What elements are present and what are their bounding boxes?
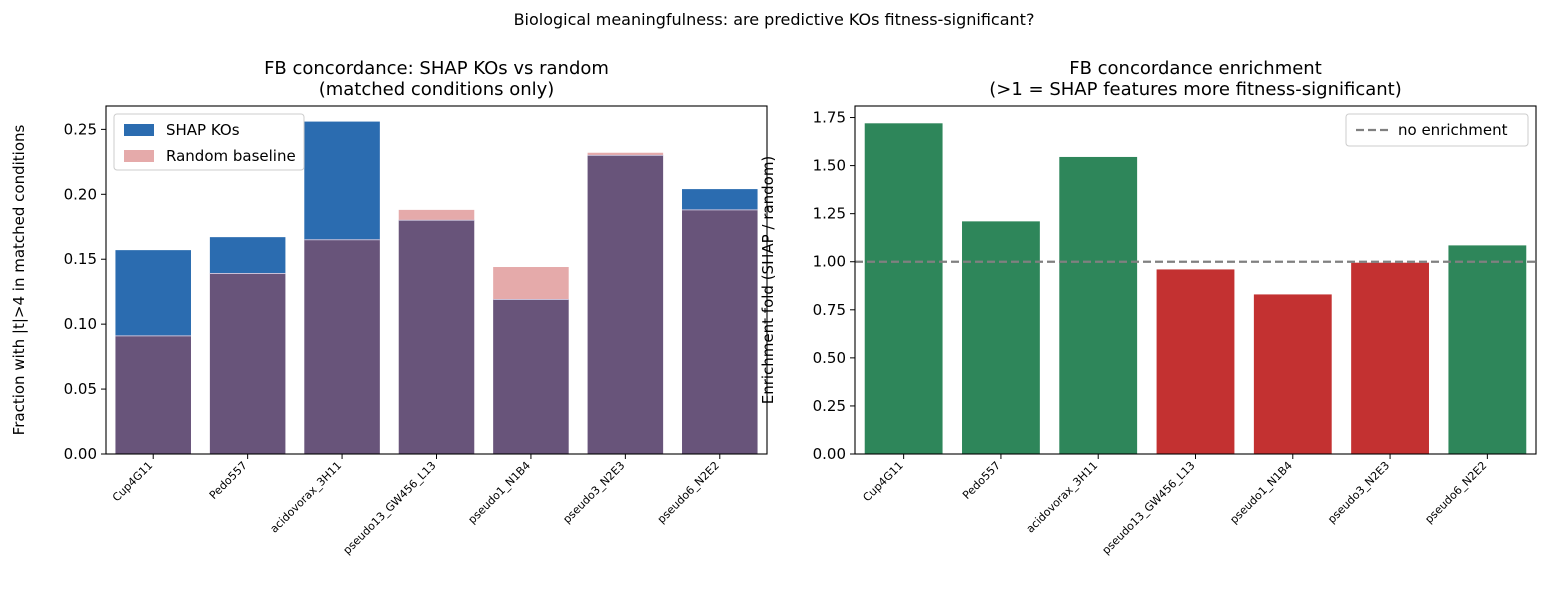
y-tick-label: 0.25 — [64, 120, 97, 138]
y-tick-label: 1.50 — [813, 157, 846, 175]
y-tick-label: 0.50 — [813, 349, 846, 367]
legend-box — [1345, 113, 1529, 147]
y-tick-label: 0.00 — [64, 445, 97, 463]
right-bars — [864, 123, 1527, 455]
legend-label-1: Random baseline — [166, 147, 296, 165]
x-tick-label-Pedo557: Pedo557 — [960, 459, 1003, 502]
legend-box — [113, 113, 305, 171]
y-tick-label: 1.75 — [813, 109, 846, 127]
left-y-axis-label: Fraction with |t|>4 in matched condition… — [10, 124, 28, 435]
right-y-axis-label: Enrichment fold (SHAP / random) — [759, 156, 777, 405]
right-panel-title-line-1: FB concordance enrichment — [1069, 58, 1322, 79]
left-panel-title-line-1: FB concordance: SHAP KOs vs random — [264, 58, 609, 79]
left-panel-title-line-2: (matched conditions only) — [319, 79, 555, 100]
bar-enrichment-pseudo3_N2E3 — [1351, 262, 1429, 454]
x-tick-label-acidovorax_3H11: acidovorax_3H11 — [1024, 459, 1101, 536]
y-tick-label: 1.00 — [813, 253, 846, 271]
legend-concordance: SHAP KOs Random baseline — [113, 113, 305, 171]
y-tick-label: 1.25 — [813, 205, 846, 223]
legend-swatch-1 — [124, 150, 154, 162]
bar-random-pseudo3_N2E3 — [587, 152, 664, 156]
figure-suptitle: Biological meaningfulness: are predictiv… — [514, 10, 1035, 29]
legend-swatch-0 — [124, 124, 154, 136]
legend-label-0: SHAP KOs — [166, 121, 240, 139]
x-tick-label-pseudo13_GW456_L13: pseudo13_GW456_L13 — [1100, 459, 1198, 557]
y-tick-label: 0.00 — [813, 445, 846, 463]
y-tick-label: 0.20 — [64, 185, 97, 203]
x-tick-label-pseudo1_N1B4: pseudo1_N1B4 — [466, 459, 533, 526]
bar-overlap-pseudo3_N2E3 — [587, 155, 664, 455]
left-bars — [115, 121, 758, 455]
x-tick-label-Cup4G11: Cup4G11 — [860, 459, 905, 504]
bar-overlap-pseudo1_N1B4 — [493, 299, 569, 454]
bar-enrichment-pseudo13_GW456_L13 — [1156, 269, 1235, 454]
right-x-axis: Cup4G11 Pedo557 acidovorax_3H11 pseudo13_GW… — [860, 454, 1489, 557]
bar-shap-pseudo6_N2E2 — [682, 189, 758, 210]
bar-overlap-acidovorax_3H11 — [304, 239, 380, 454]
y-tick-label: 0.15 — [64, 250, 97, 268]
bar-overlap-Cup4G11 — [115, 335, 191, 454]
bar-shap-Cup4G11 — [115, 250, 191, 336]
x-tick-label-acidovorax_3H11: acidovorax_3H11 — [268, 459, 345, 536]
right-panel-title-line-2: (>1 = SHAP features more fitness-signifi… — [989, 79, 1401, 100]
x-tick-label-pseudo6_N2E2: pseudo6_N2E2 — [1422, 459, 1489, 526]
bar-enrichment-pseudo1_N1B4 — [1253, 294, 1332, 454]
right-panel-enrichment: FB concordance enrichment(>1 = SHAP feat… — [759, 58, 1537, 557]
bar-shap-Pedo557 — [209, 237, 286, 274]
bar-overlap-pseudo13_GW456_L13 — [398, 220, 475, 454]
y-tick-label: 0.75 — [813, 301, 846, 319]
y-tick-label: 0.10 — [64, 315, 97, 333]
bar-enrichment-pseudo6_N2E2 — [1448, 245, 1527, 454]
x-tick-label-pseudo6_N2E2: pseudo6_N2E2 — [655, 459, 722, 526]
legend-enrichment: no enrichment — [1345, 113, 1529, 147]
bar-overlap-Pedo557 — [209, 273, 286, 454]
bar-random-pseudo13_GW456_L13 — [398, 209, 475, 221]
x-tick-label-Pedo557: Pedo557 — [207, 459, 250, 502]
bar-enrichment-Cup4G11 — [864, 123, 943, 455]
x-tick-label-pseudo1_N1B4: pseudo1_N1B4 — [1227, 459, 1294, 526]
legend-label-no-enrichment: no enrichment — [1398, 121, 1508, 139]
y-tick-label: 0.25 — [813, 397, 846, 415]
left-panel-concordance: FB concordance: SHAP KOs vs random(match… — [10, 58, 768, 557]
x-tick-label-pseudo3_N2E3: pseudo3_N2E3 — [1325, 459, 1392, 526]
bar-random-pseudo1_N1B4 — [493, 267, 569, 300]
x-tick-label-pseudo13_GW456_L13: pseudo13_GW456_L13 — [341, 459, 439, 557]
bar-enrichment-acidovorax_3H11 — [1059, 156, 1138, 455]
x-tick-label-pseudo3_N2E3: pseudo3_N2E3 — [560, 459, 627, 526]
right-y-axis: 0.00 0.25 0.50 0.75 1.00 1.25 1.50 1.75 — [813, 109, 855, 463]
y-tick-label: 0.05 — [64, 380, 97, 398]
left-y-axis: 0.00 0.05 0.10 0.15 0.20 0.25 — [64, 120, 106, 463]
x-tick-label-Cup4G11: Cup4G11 — [110, 459, 155, 504]
bar-overlap-pseudo6_N2E2 — [682, 209, 758, 454]
bar-enrichment-Pedo557 — [962, 221, 1040, 454]
left-x-axis: Cup4G11 Pedo557 acidovorax_3H11pseudo13_GW… — [110, 454, 722, 557]
bar-shap-acidovorax_3H11 — [304, 121, 380, 240]
